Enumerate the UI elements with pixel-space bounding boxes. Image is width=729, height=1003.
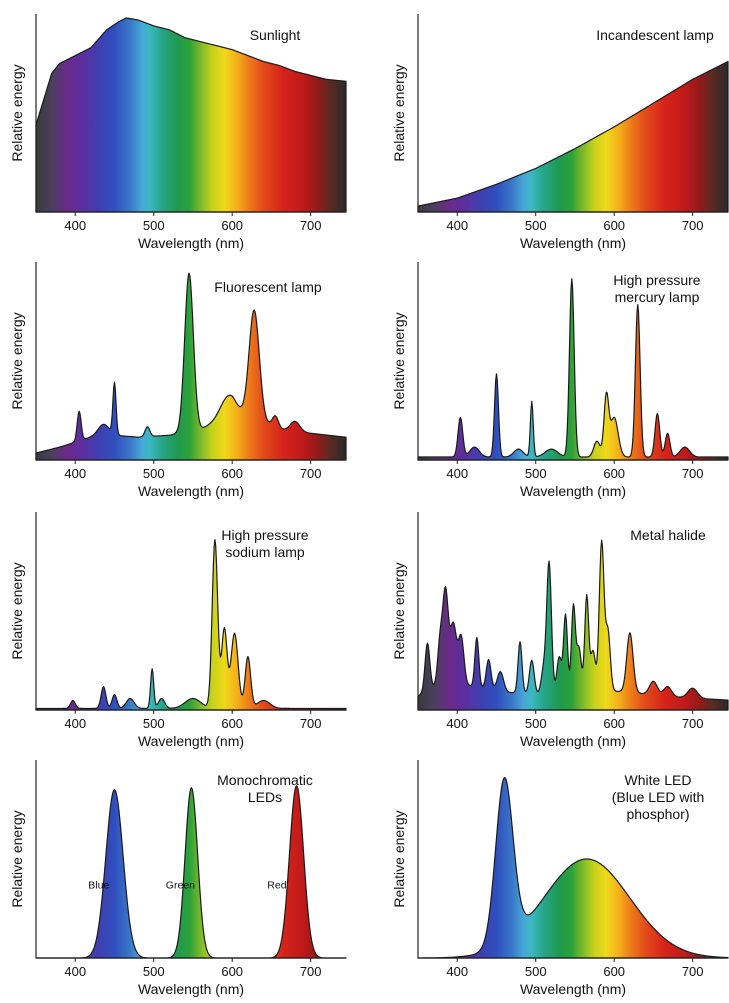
x-tick-label: 600 [603,964,625,979]
x-tick-label: 400 [446,716,468,731]
chart-title-line: High pressure [221,527,308,543]
chart-panel-metal-halide: 400 500 600 700 Wavelength (nm) Relative ener… [391,512,729,749]
y-axis-label: Relative energy [391,810,407,907]
y-axis-label: Relative energy [9,810,25,907]
spectrum-area-white-led [417,777,729,959]
chart-panel-sunlight: 400 500 600 700 Wavelength (nm) Relative ener… [9,14,347,251]
chart-panel-sodium: 400 500 600 700 Wavelength (nm) Relative ener… [9,512,347,749]
x-tick-label: 600 [221,716,243,731]
x-axis-label: Wavelength (nm) [138,235,244,251]
x-tick-label: 700 [682,466,704,481]
x-tick-label: 600 [221,466,243,481]
x-tick-label: 500 [143,964,165,979]
x-tick-label: 600 [221,964,243,979]
chart-title-line: White LED [625,772,692,788]
x-tick-label: 600 [603,466,625,481]
x-tick-label: 600 [221,218,243,233]
chart-title-line: Fluorescent lamp [214,279,322,295]
x-axis-label: Wavelength (nm) [520,235,626,251]
x-tick-label: 500 [525,964,547,979]
annotation-green: Green [166,880,195,892]
chart-title-line: (Blue LED with [612,789,705,805]
x-tick-label: 700 [300,716,322,731]
spectrum-area-sunlight [35,17,347,213]
x-tick-label: 400 [446,218,468,233]
x-axis-label: Wavelength (nm) [520,483,626,499]
x-tick-label: 700 [300,218,322,233]
chart-title-line: sodium lamp [225,544,305,560]
x-tick-label: 400 [64,466,86,481]
x-tick-label: 500 [525,218,547,233]
chart-panel-monochromatic: 400 500 600 700 Wavelength (nm) Relative ener… [9,760,347,997]
chart-title-line: High pressure [613,272,700,288]
spectrum-area-metal-halide [417,539,729,711]
chart-title-line: LEDs [248,789,282,805]
x-tick-label: 600 [603,218,625,233]
x-tick-label: 700 [682,964,704,979]
chart-panel-mercury: 400 500 600 700 Wavelength (nm) Relative ener… [391,262,729,499]
spectrum-area-sodium [35,539,347,711]
annotation-red: Red [267,880,286,892]
chart-title-line: Metal halide [630,527,706,543]
x-tick-label: 600 [603,716,625,731]
chart-panel-white-led: 400 500 600 700 Wavelength (nm) Relative ener… [391,760,729,997]
y-axis-label: Relative energy [9,562,25,659]
chart-title-line: mercury lamp [615,289,700,305]
spectrum-area-incandescent [417,60,729,213]
x-tick-label: 500 [525,466,547,481]
chart-title-line: phosphor) [626,806,689,822]
x-tick-label: 700 [682,716,704,731]
x-tick-label: 500 [143,716,165,731]
x-axis-label: Wavelength (nm) [138,483,244,499]
x-tick-label: 400 [64,964,86,979]
spectrum-area-mercury [417,278,729,461]
x-axis-label: Wavelength (nm) [138,981,244,997]
x-tick-label: 400 [64,716,86,731]
x-tick-label: 400 [446,466,468,481]
y-axis-label: Relative energy [391,64,407,161]
x-tick-label: 500 [525,716,547,731]
x-tick-label: 700 [682,218,704,233]
x-tick-label: 500 [143,466,165,481]
x-tick-label: 400 [446,964,468,979]
y-axis-label: Relative energy [391,562,407,659]
chart-panel-incandescent: 400 500 600 700 Wavelength (nm) Relative ener… [391,14,729,251]
x-axis-label: Wavelength (nm) [138,733,244,749]
spectrum-area-fluorescent [35,272,347,461]
y-axis-label: Relative energy [9,64,25,161]
x-axis-label: Wavelength (nm) [520,733,626,749]
x-tick-label: 700 [300,964,322,979]
x-tick-label: 400 [64,218,86,233]
chart-title-line: Monochromatic [217,772,313,788]
chart-title-line: Incandescent lamp [596,27,714,43]
x-axis-label: Wavelength (nm) [520,981,626,997]
spectrum-area-monochromatic [35,785,347,959]
y-axis-label: Relative energy [9,312,25,409]
x-tick-label: 700 [300,466,322,481]
chart-title-line: Sunlight [250,27,301,43]
x-tick-label: 500 [143,218,165,233]
y-axis-label: Relative energy [391,312,407,409]
annotation-blue: Blue [88,880,109,892]
chart-panel-fluorescent: 400 500 600 700 Wavelength (nm) Relative ener… [9,262,347,499]
